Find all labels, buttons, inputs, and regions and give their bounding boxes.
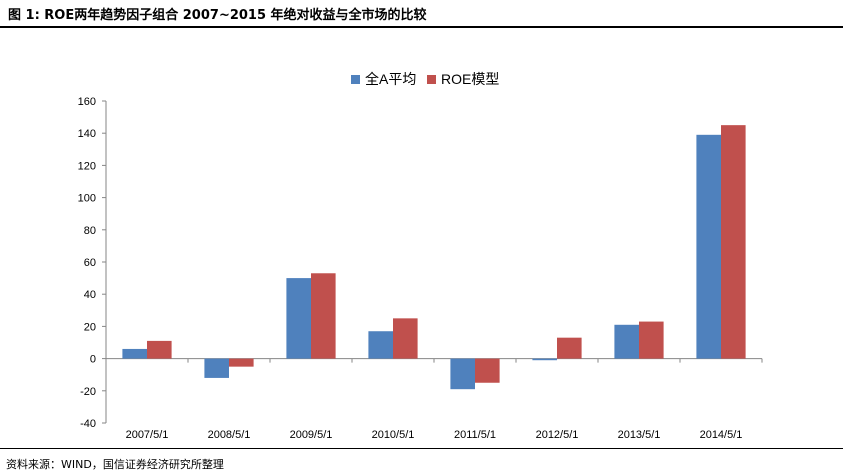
bar-series-2 — [147, 340, 172, 359]
bar-series-2 — [557, 337, 582, 359]
bar-series-1 — [204, 358, 229, 378]
chart-labels: -40 -20 0 20 40 60 80 100 120 140 160 2007/5/1 2008/… — [78, 96, 743, 441]
bar-series-2 — [311, 273, 336, 359]
bar-series-2 — [475, 358, 500, 383]
legend-swatch-quan-a — [351, 75, 360, 84]
bar-series-1 — [614, 324, 639, 359]
figure-title: 图 1: ROE两年趋势因子组合 2007~2015 年绝对收益与全市场的比较 — [8, 8, 427, 23]
source-note: 资料来源：WIND，国信证券经济研究所整理 — [6, 458, 224, 471]
x-tick-label: 2010/5/1 — [372, 429, 415, 441]
bar-series-1 — [450, 358, 475, 390]
chart-legend: 全A平均 ROE模型 — [351, 71, 499, 87]
bar-series-1 — [122, 348, 147, 359]
chart-axes — [102, 100, 763, 424]
bar-series-2 — [639, 321, 664, 359]
bar-series-2 — [721, 125, 746, 359]
y-tick-label: 0 — [90, 354, 96, 366]
bar-series-1 — [532, 358, 557, 361]
y-tick-label: -20 — [80, 386, 96, 398]
legend-label-roe-model: ROE模型 — [441, 71, 499, 87]
x-tick-label: 2009/5/1 — [290, 429, 333, 441]
bar-series-2 — [393, 318, 418, 359]
y-tick-label: 20 — [84, 321, 96, 333]
bar-series-1 — [286, 278, 311, 359]
legend-label-quan-a: 全A平均 — [365, 71, 416, 87]
footer-divider — [0, 448, 843, 449]
y-tick-label: 100 — [78, 193, 96, 205]
x-tick-label: 2007/5/1 — [126, 429, 169, 441]
x-tick-label: 2011/5/1 — [454, 429, 496, 441]
title-divider — [0, 26, 843, 28]
x-tick-label: 2014/5/1 — [700, 429, 743, 441]
bar-series-1 — [696, 134, 721, 359]
chart-bars — [122, 125, 746, 390]
y-tick-label: 140 — [78, 128, 96, 140]
x-tick-label: 2013/5/1 — [618, 429, 661, 441]
x-tick-label: 2008/5/1 — [208, 429, 251, 441]
y-tick-label: 60 — [84, 257, 96, 269]
legend-swatch-roe-model — [427, 75, 436, 84]
y-tick-label: 120 — [78, 160, 96, 172]
y-tick-label: 160 — [78, 96, 96, 108]
bar-series-1 — [368, 331, 393, 359]
y-tick-label: 80 — [84, 225, 96, 237]
y-tick-label: -40 — [80, 418, 96, 430]
y-tick-label: 40 — [84, 289, 96, 301]
bar-series-2 — [229, 358, 254, 367]
x-tick-label: 2012/5/1 — [536, 429, 579, 441]
